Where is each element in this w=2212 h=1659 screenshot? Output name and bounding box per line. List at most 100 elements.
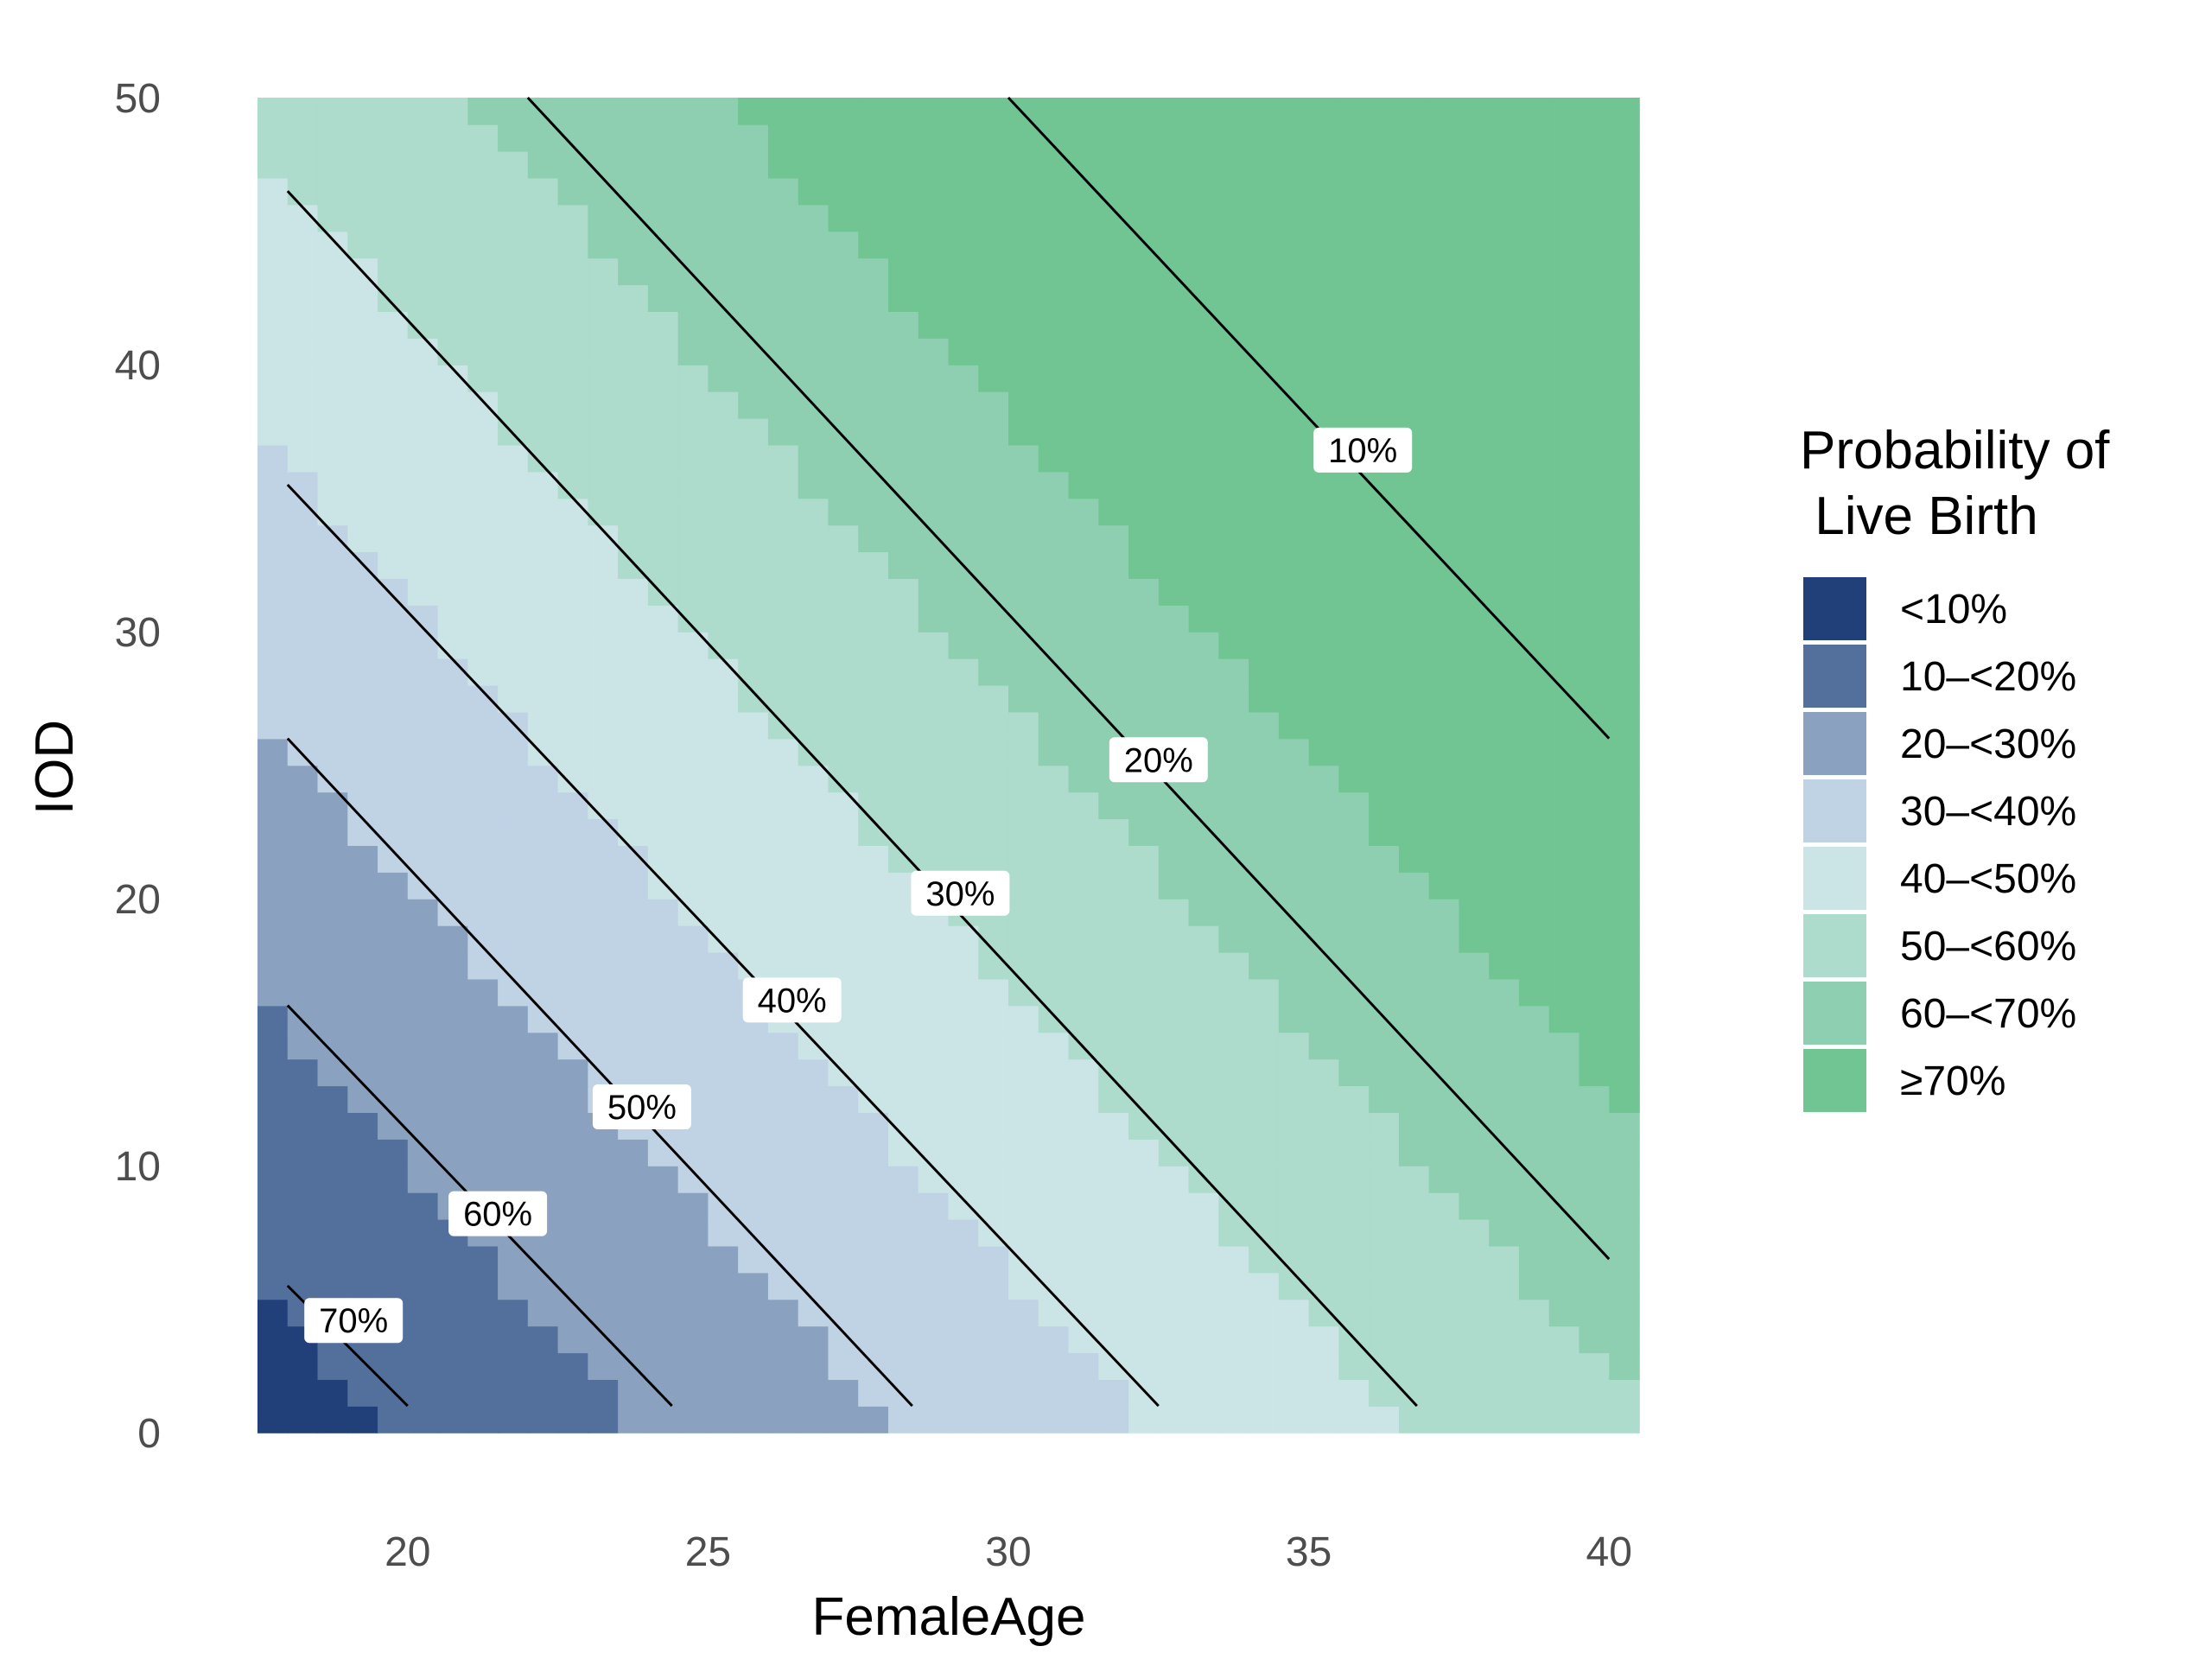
- probability-tile: [828, 1272, 860, 1300]
- probability-tile: [1548, 658, 1580, 686]
- probability-tile: [467, 765, 499, 793]
- probability-tile: [677, 711, 709, 740]
- probability-tile: [1428, 124, 1460, 152]
- probability-tile: [708, 1272, 739, 1300]
- probability-tile: [858, 738, 889, 766]
- probability-tile: [1398, 738, 1430, 766]
- probability-tile: [1338, 605, 1370, 632]
- probability-tile: [1008, 150, 1039, 179]
- probability-tile: [1008, 951, 1039, 980]
- probability-tile: [1518, 311, 1550, 339]
- probability-tile: [287, 791, 319, 820]
- probability-tile: [1518, 524, 1550, 553]
- probability-tile: [1249, 1299, 1280, 1327]
- probability-tile: [1249, 1325, 1280, 1354]
- contour-label: 30%: [925, 875, 995, 913]
- probability-tile: [1008, 1139, 1039, 1166]
- probability-tile: [948, 444, 980, 473]
- probability-tile: [798, 711, 830, 740]
- probability-tile: [918, 365, 950, 392]
- probability-tile: [407, 1005, 439, 1033]
- probability-tile: [287, 899, 319, 926]
- probability-tile: [1068, 1379, 1100, 1407]
- probability-tile: [527, 391, 559, 419]
- probability-tile: [887, 791, 919, 820]
- probability-tile: [287, 177, 319, 206]
- probability-tile: [1308, 1299, 1340, 1327]
- probability-tile: [918, 1139, 950, 1166]
- probability-tile: [378, 471, 409, 499]
- probability-tile: [557, 925, 589, 953]
- probability-tile: [948, 150, 980, 179]
- probability-tile: [1249, 899, 1280, 926]
- probability-tile: [1038, 98, 1070, 125]
- probability-tile: [677, 204, 709, 232]
- probability-tile: [557, 1352, 589, 1380]
- probability-tile: [1068, 417, 1100, 446]
- probability-tile: [677, 98, 709, 125]
- probability-tile: [918, 925, 950, 953]
- probability-tile: [527, 925, 559, 953]
- probability-tile: [1218, 231, 1249, 259]
- probability-tile: [498, 738, 529, 766]
- probability-tile: [1338, 257, 1370, 286]
- probability-tile: [918, 1379, 950, 1407]
- probability-tile: [1489, 471, 1520, 499]
- probability-tile: [1369, 1352, 1400, 1380]
- probability-tile: [1249, 1112, 1280, 1140]
- probability-tile: [918, 1112, 950, 1140]
- probability-tile: [1579, 1379, 1611, 1407]
- probability-tile: [467, 1325, 499, 1354]
- probability-tile: [347, 978, 378, 1007]
- probability-tile: [647, 791, 679, 820]
- probability-tile: [978, 1192, 1009, 1220]
- probability-tile: [1369, 765, 1400, 793]
- probability-tile: [588, 1218, 619, 1247]
- probability-tile: [467, 444, 499, 473]
- probability-tile: [1158, 1245, 1190, 1274]
- probability-tile: [467, 231, 499, 259]
- probability-tile: [378, 684, 409, 713]
- probability-tile: [287, 150, 319, 179]
- probability-tile: [467, 124, 499, 152]
- probability-tile: [1548, 1299, 1580, 1327]
- probability-tile: [437, 951, 469, 980]
- probability-tile: [1518, 498, 1550, 526]
- probability-tile: [647, 925, 679, 953]
- probability-tile: [317, 605, 349, 632]
- probability-tile: [828, 925, 860, 953]
- probability-tile: [557, 1112, 589, 1140]
- probability-tile: [1008, 899, 1039, 926]
- probability-tile: [1398, 711, 1430, 740]
- probability-tile: [1518, 417, 1550, 446]
- probability-tile: [378, 791, 409, 820]
- probability-tile: [887, 845, 919, 873]
- probability-tile: [1098, 284, 1129, 312]
- probability-tile: [1068, 365, 1100, 392]
- probability-tile: [828, 872, 860, 899]
- probability-tile: [1038, 1005, 1070, 1033]
- probability-tile: [1038, 1192, 1070, 1220]
- probability-tile: [918, 684, 950, 713]
- probability-tile: [498, 1112, 529, 1140]
- probability-tile: [677, 951, 709, 980]
- probability-tile: [1459, 124, 1490, 152]
- probability-tile: [1128, 791, 1160, 820]
- probability-tile: [1489, 204, 1520, 232]
- probability-tile: [347, 231, 378, 259]
- probability-tile: [887, 658, 919, 686]
- probability-tile: [1609, 1192, 1640, 1220]
- probability-tile: [588, 257, 619, 286]
- probability-tile: [257, 1112, 289, 1140]
- probability-tile: [498, 1272, 529, 1300]
- probability-tile: [347, 124, 378, 152]
- probability-tile: [1548, 257, 1580, 286]
- probability-tile: [948, 684, 980, 713]
- probability-tile: [1098, 365, 1129, 392]
- contour-label: 20%: [1124, 741, 1193, 779]
- probability-tile: [317, 417, 349, 446]
- probability-tile: [437, 471, 469, 499]
- probability-tile: [498, 338, 529, 365]
